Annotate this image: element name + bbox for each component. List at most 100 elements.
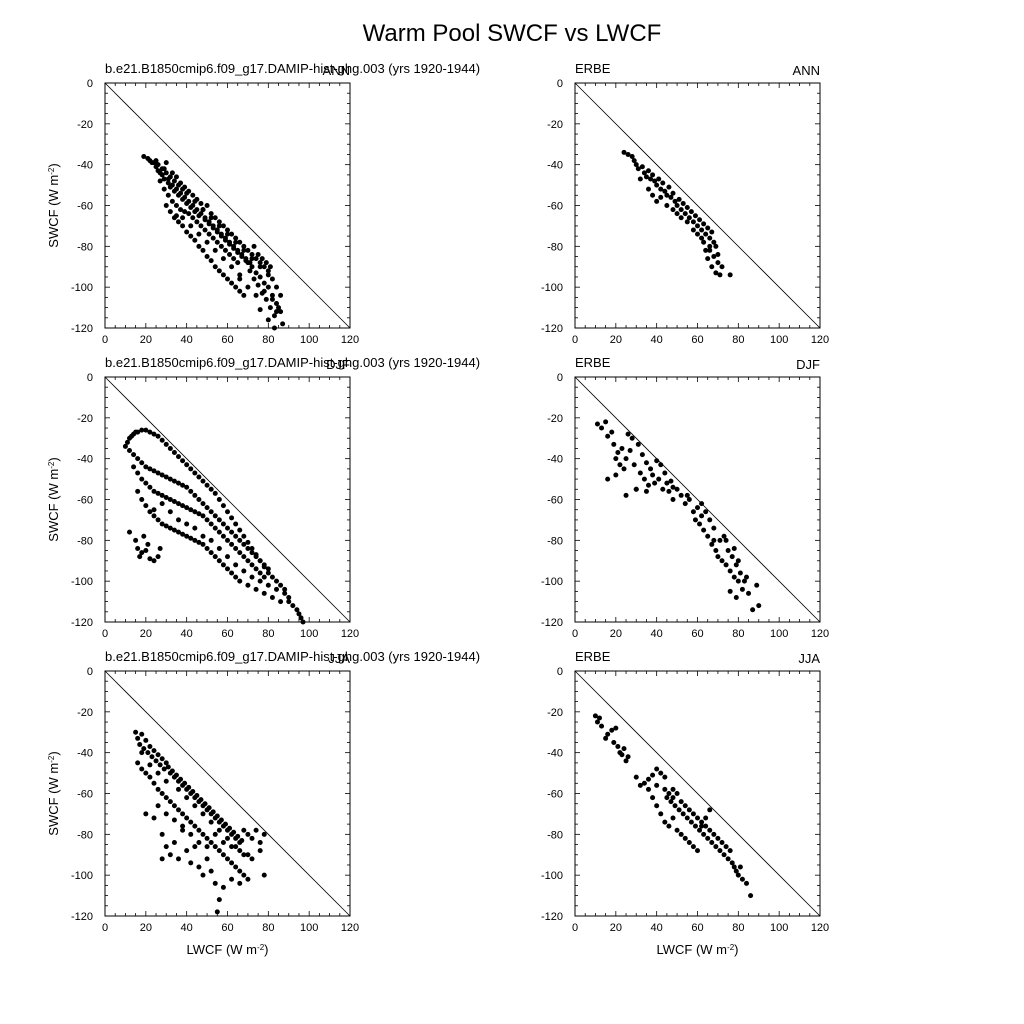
scatter-point — [163, 170, 169, 176]
scatter-point — [717, 272, 723, 278]
scatter-point — [157, 762, 163, 768]
x-tick-label: 80 — [732, 334, 744, 346]
scatter-point — [249, 546, 255, 551]
y-tick-label: -120 — [71, 617, 93, 629]
y-axis-label: SWCF (W m-2) — [46, 751, 61, 835]
scatter-point — [151, 513, 157, 519]
scatter-point — [695, 815, 700, 821]
scatter-point — [259, 256, 265, 262]
scatter-point — [192, 237, 198, 243]
scatter-point — [204, 844, 210, 850]
scatter-point — [147, 509, 153, 515]
scatter-point — [196, 474, 202, 480]
scatter-point — [241, 243, 247, 249]
scatter-point — [241, 247, 247, 253]
scatter-point — [225, 554, 230, 560]
scatter-point — [163, 523, 169, 529]
scatter-point — [229, 280, 235, 286]
scatter-point — [692, 213, 698, 219]
scatter-point — [167, 497, 173, 502]
scatter-point — [206, 805, 212, 811]
scatter-point — [216, 219, 222, 225]
scatter-point — [713, 844, 719, 850]
scatter-point — [127, 448, 132, 453]
scatter-point — [711, 537, 717, 543]
scatter-point — [674, 486, 680, 492]
y-axis-label: SWCF (W m-2) — [46, 457, 61, 541]
scatter-point — [184, 505, 190, 511]
scatter-point — [180, 503, 186, 509]
y-tick-label: -40 — [547, 454, 563, 466]
scatter-point — [184, 190, 190, 196]
scatter-point — [637, 782, 643, 788]
scatter-point — [676, 196, 682, 202]
scatter-point — [241, 533, 247, 539]
scatter-point — [188, 831, 194, 837]
scatter-point — [192, 537, 198, 543]
scatter-point — [668, 478, 674, 484]
scatter-point — [212, 215, 218, 221]
scatter-point — [278, 582, 284, 588]
scatter-point — [646, 786, 651, 792]
scatter-point — [180, 215, 186, 221]
scatter-point — [188, 819, 194, 825]
scatter-point — [261, 562, 267, 568]
scatter-point — [147, 484, 153, 490]
scatter-point — [274, 301, 279, 306]
scatter-point — [247, 268, 253, 274]
scatter-point — [180, 827, 186, 833]
scatter-point — [159, 831, 165, 837]
scatter-point — [188, 535, 194, 541]
scatter-point — [231, 256, 237, 262]
scatter-point — [192, 509, 198, 515]
scatter-point — [251, 276, 257, 282]
scatter-point — [611, 739, 617, 745]
scatter-point — [233, 284, 239, 290]
scatter-point — [265, 268, 271, 274]
scatter-point — [656, 176, 662, 182]
y-tick-label: -40 — [77, 454, 93, 466]
scatter-point — [137, 742, 143, 747]
scatter-point — [139, 427, 145, 433]
x-tick-label: 0 — [572, 334, 578, 346]
x-tick-label: 120 — [811, 922, 829, 934]
scatter-point — [212, 880, 218, 886]
scatter-point — [220, 840, 226, 845]
y-tick-label: 0 — [87, 666, 93, 678]
scatter-point — [643, 488, 649, 494]
scatter-point — [237, 550, 243, 556]
scatter-point — [225, 835, 230, 841]
scatter-point — [216, 223, 222, 229]
x-tick-label: 40 — [181, 922, 193, 934]
scatter-point — [237, 880, 243, 886]
scatter-point — [249, 550, 255, 556]
scatter-point — [159, 791, 165, 796]
y-tick-label: -20 — [547, 413, 563, 425]
scatter-point — [167, 799, 173, 805]
scatter-point — [263, 296, 269, 302]
scatter-point — [233, 864, 239, 870]
scatter-point — [161, 766, 167, 772]
panel-season-label: JJA — [328, 651, 350, 666]
scatter-point — [690, 219, 696, 225]
scatter-point — [133, 729, 139, 735]
scatter-point — [220, 503, 226, 509]
scatter-point — [744, 880, 749, 886]
y-tick-label: -20 — [77, 707, 93, 719]
scatter-point — [652, 178, 658, 184]
scatter-point — [733, 868, 739, 874]
scatter-point — [688, 209, 694, 215]
scatter-point — [192, 470, 198, 476]
x-tick-label: 0 — [572, 628, 578, 640]
scatter-point — [627, 448, 633, 453]
scatter-point — [727, 568, 733, 574]
scatter-point — [707, 235, 713, 241]
y-tick-label: -100 — [71, 282, 93, 294]
scatter-point — [159, 492, 165, 498]
scatter-point — [222, 821, 228, 827]
scatter-point — [225, 566, 230, 572]
scatter-point — [267, 264, 273, 270]
scatter-point — [216, 827, 222, 833]
scatter-point — [245, 876, 251, 882]
scatter-point — [159, 437, 165, 443]
